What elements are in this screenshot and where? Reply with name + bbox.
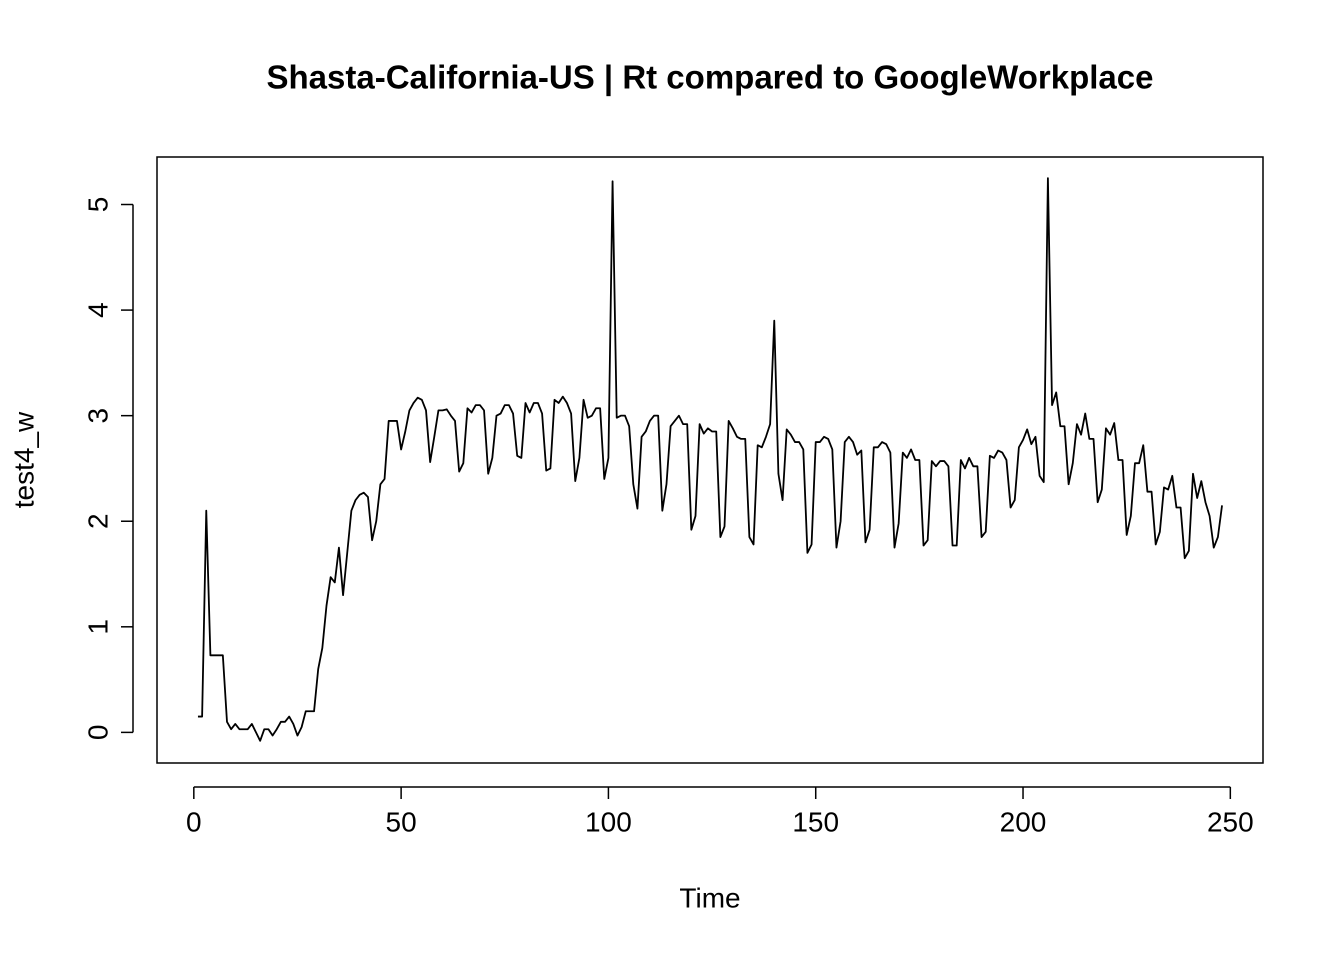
plot-frame xyxy=(156,156,1264,764)
x-axis-title: Time xyxy=(679,882,740,913)
y-tick-label: 5 xyxy=(82,197,113,213)
chart-title: Shasta-California-US | Rt compared to Go… xyxy=(267,59,1154,96)
y-tick-label: 0 xyxy=(82,725,113,741)
y-tick-label: 1 xyxy=(82,619,113,635)
y-axis-title: test4_w xyxy=(8,411,39,508)
y-tick-label: 4 xyxy=(82,302,113,318)
x-tick-label: 150 xyxy=(792,806,839,837)
line-series xyxy=(197,177,1223,742)
y-tick-label: 2 xyxy=(82,513,113,529)
x-tick-label: 250 xyxy=(1207,806,1254,837)
y-tick-label: 3 xyxy=(82,408,113,424)
x-tick-label: 0 xyxy=(186,806,202,837)
x-tick-label: 50 xyxy=(386,806,417,837)
x-tick-label: 100 xyxy=(585,806,632,837)
x-tick-label: 200 xyxy=(1000,806,1047,837)
